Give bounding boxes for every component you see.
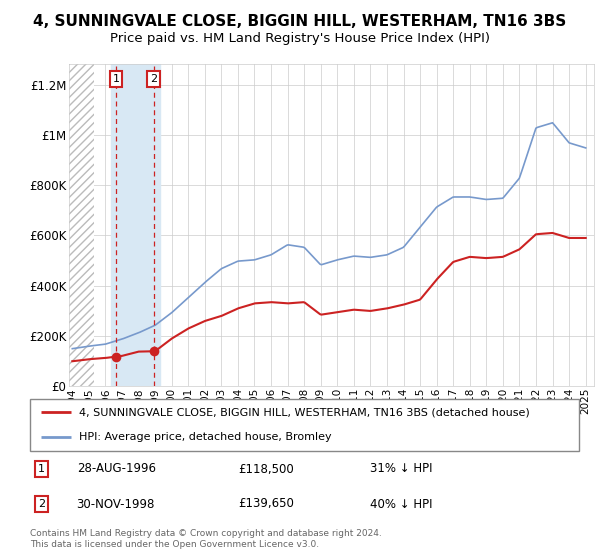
- Text: 1: 1: [38, 464, 45, 474]
- Text: Contains HM Land Registry data © Crown copyright and database right 2024.
This d: Contains HM Land Registry data © Crown c…: [30, 529, 382, 549]
- Bar: [69, 64, 94, 386]
- Text: 4, SUNNINGVALE CLOSE, BIGGIN HILL, WESTERHAM, TN16 3BS (detached house): 4, SUNNINGVALE CLOSE, BIGGIN HILL, WESTE…: [79, 407, 530, 417]
- Bar: [111, 64, 160, 386]
- Text: HPI: Average price, detached house, Bromley: HPI: Average price, detached house, Brom…: [79, 432, 332, 442]
- Text: 2: 2: [150, 74, 157, 84]
- Text: 4, SUNNINGVALE CLOSE, BIGGIN HILL, WESTERHAM, TN16 3BS: 4, SUNNINGVALE CLOSE, BIGGIN HILL, WESTE…: [34, 14, 566, 29]
- Bar: [69, 64, 94, 386]
- Text: Price paid vs. HM Land Registry's House Price Index (HPI): Price paid vs. HM Land Registry's House …: [110, 32, 490, 45]
- Text: 2: 2: [38, 499, 46, 509]
- Text: 30-NOV-1998: 30-NOV-1998: [77, 497, 155, 511]
- Text: £139,650: £139,650: [239, 497, 295, 511]
- FancyBboxPatch shape: [30, 399, 579, 451]
- Text: 40% ↓ HPI: 40% ↓ HPI: [370, 497, 433, 511]
- Text: 28-AUG-1996: 28-AUG-1996: [77, 463, 155, 475]
- Text: 1: 1: [113, 74, 120, 84]
- Text: 31% ↓ HPI: 31% ↓ HPI: [370, 463, 433, 475]
- Text: £118,500: £118,500: [239, 463, 295, 475]
